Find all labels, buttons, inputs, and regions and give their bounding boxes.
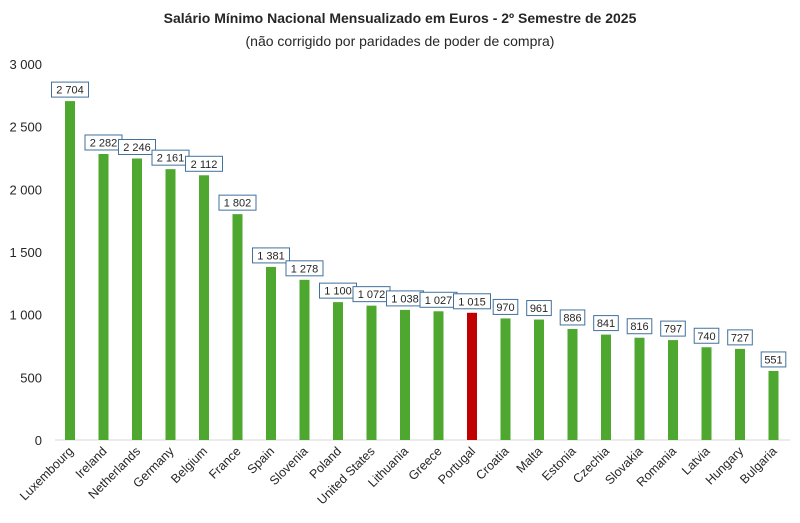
x-tick-label: Luxembourg [17,444,76,503]
data-label: 1 015 [458,296,486,308]
bar-netherlands [132,158,142,440]
bar-malta [534,319,544,440]
data-label: 841 [597,318,615,330]
data-label: 727 [731,332,749,344]
y-tick-label: 2 500 [9,120,42,135]
bar-portugal [467,312,477,440]
data-label-box [760,351,787,368]
x-tick-label: Bulgaria [737,444,779,486]
x-tick-label: France [206,444,243,481]
data-label-box [51,81,89,98]
data-label: 961 [530,303,548,315]
bar-czechia [601,334,611,440]
data-label-box [118,139,156,156]
data-label: 1 381 [257,250,285,262]
x-axis: LuxembourgIrelandNetherlandsGermanyBelgi… [17,444,780,507]
data-label: 1 072 [358,289,386,301]
data-label-box [727,329,753,346]
data-label: 797 [664,324,682,336]
bar-slovenia [299,279,310,440]
chart-title: Salário Mínimo Nacional Mensualizado em … [164,10,637,26]
bar-croatia [500,318,511,440]
y-tick-label: 500 [20,370,42,385]
data-label-box [559,309,586,326]
bar-belgium [199,175,209,440]
y-tick-label: 3 000 [9,57,42,72]
data-label: 2 246 [123,142,151,154]
bar-poland [333,302,343,440]
data-label: 1 038 [391,293,419,305]
bar-romania [668,340,678,440]
data-label: 2 704 [56,85,84,97]
x-tick-label: Croatia [473,444,511,482]
data-label: 1 802 [224,198,252,210]
bar-ireland [98,153,109,441]
x-tick-label: Malta [514,444,546,476]
chart-subtitle: (não corrigido por paridades de poder de… [246,33,555,49]
data-label-box [693,327,720,344]
data-label: 551 [764,354,782,366]
data-label-box [185,155,223,172]
data-label-box [492,298,519,315]
data-label-box [526,300,552,317]
data-label: 816 [630,321,648,333]
bar-latvia [701,347,712,440]
data-label-box [252,247,290,264]
y-tick-label: 2 000 [9,182,42,197]
data-label: 2 161 [157,153,185,165]
data-label-box [453,293,491,310]
bar-hungary [735,348,745,440]
bar-germany [165,169,176,440]
data-label: 970 [496,302,514,314]
data-label: 1 278 [291,263,319,275]
data-label-box [218,194,257,211]
bar-bulgaria [768,370,779,440]
x-tick-label: Portugal [435,444,478,487]
x-tick-label: Belgium [168,444,210,486]
data-label: 886 [563,312,581,324]
data-label: 1 100 [324,286,352,298]
x-tick-label: Hungary [703,444,747,488]
y-tick-label: 1 000 [9,308,42,323]
bar-spain [266,266,276,440]
data-label-box [626,318,653,335]
y-tick-label: 0 [35,433,42,448]
y-axis: 0 500 1 000 1 500 2 000 2 500 3 000 [9,57,42,448]
bar-greece [433,311,444,440]
bars [65,101,779,441]
bar-estonia [567,328,578,440]
bar-luxembourg [65,101,75,440]
data-label-box [285,260,324,277]
data-label: 1 027 [425,295,453,307]
data-label: 740 [697,331,715,343]
bar-france [232,214,243,440]
data-label: 2 282 [90,137,118,149]
data-labels: 2 704 2 282 2 246 2 161 2 112 1 802 1 381 1 278… [51,81,787,368]
data-label-box [593,315,619,332]
bar-slovakia [634,337,645,440]
bar-united-states [366,305,377,440]
data-label: 2 112 [191,159,218,171]
y-tick-label: 1 500 [9,245,42,260]
data-label-box [660,320,686,337]
bar-lithuania [400,309,410,440]
